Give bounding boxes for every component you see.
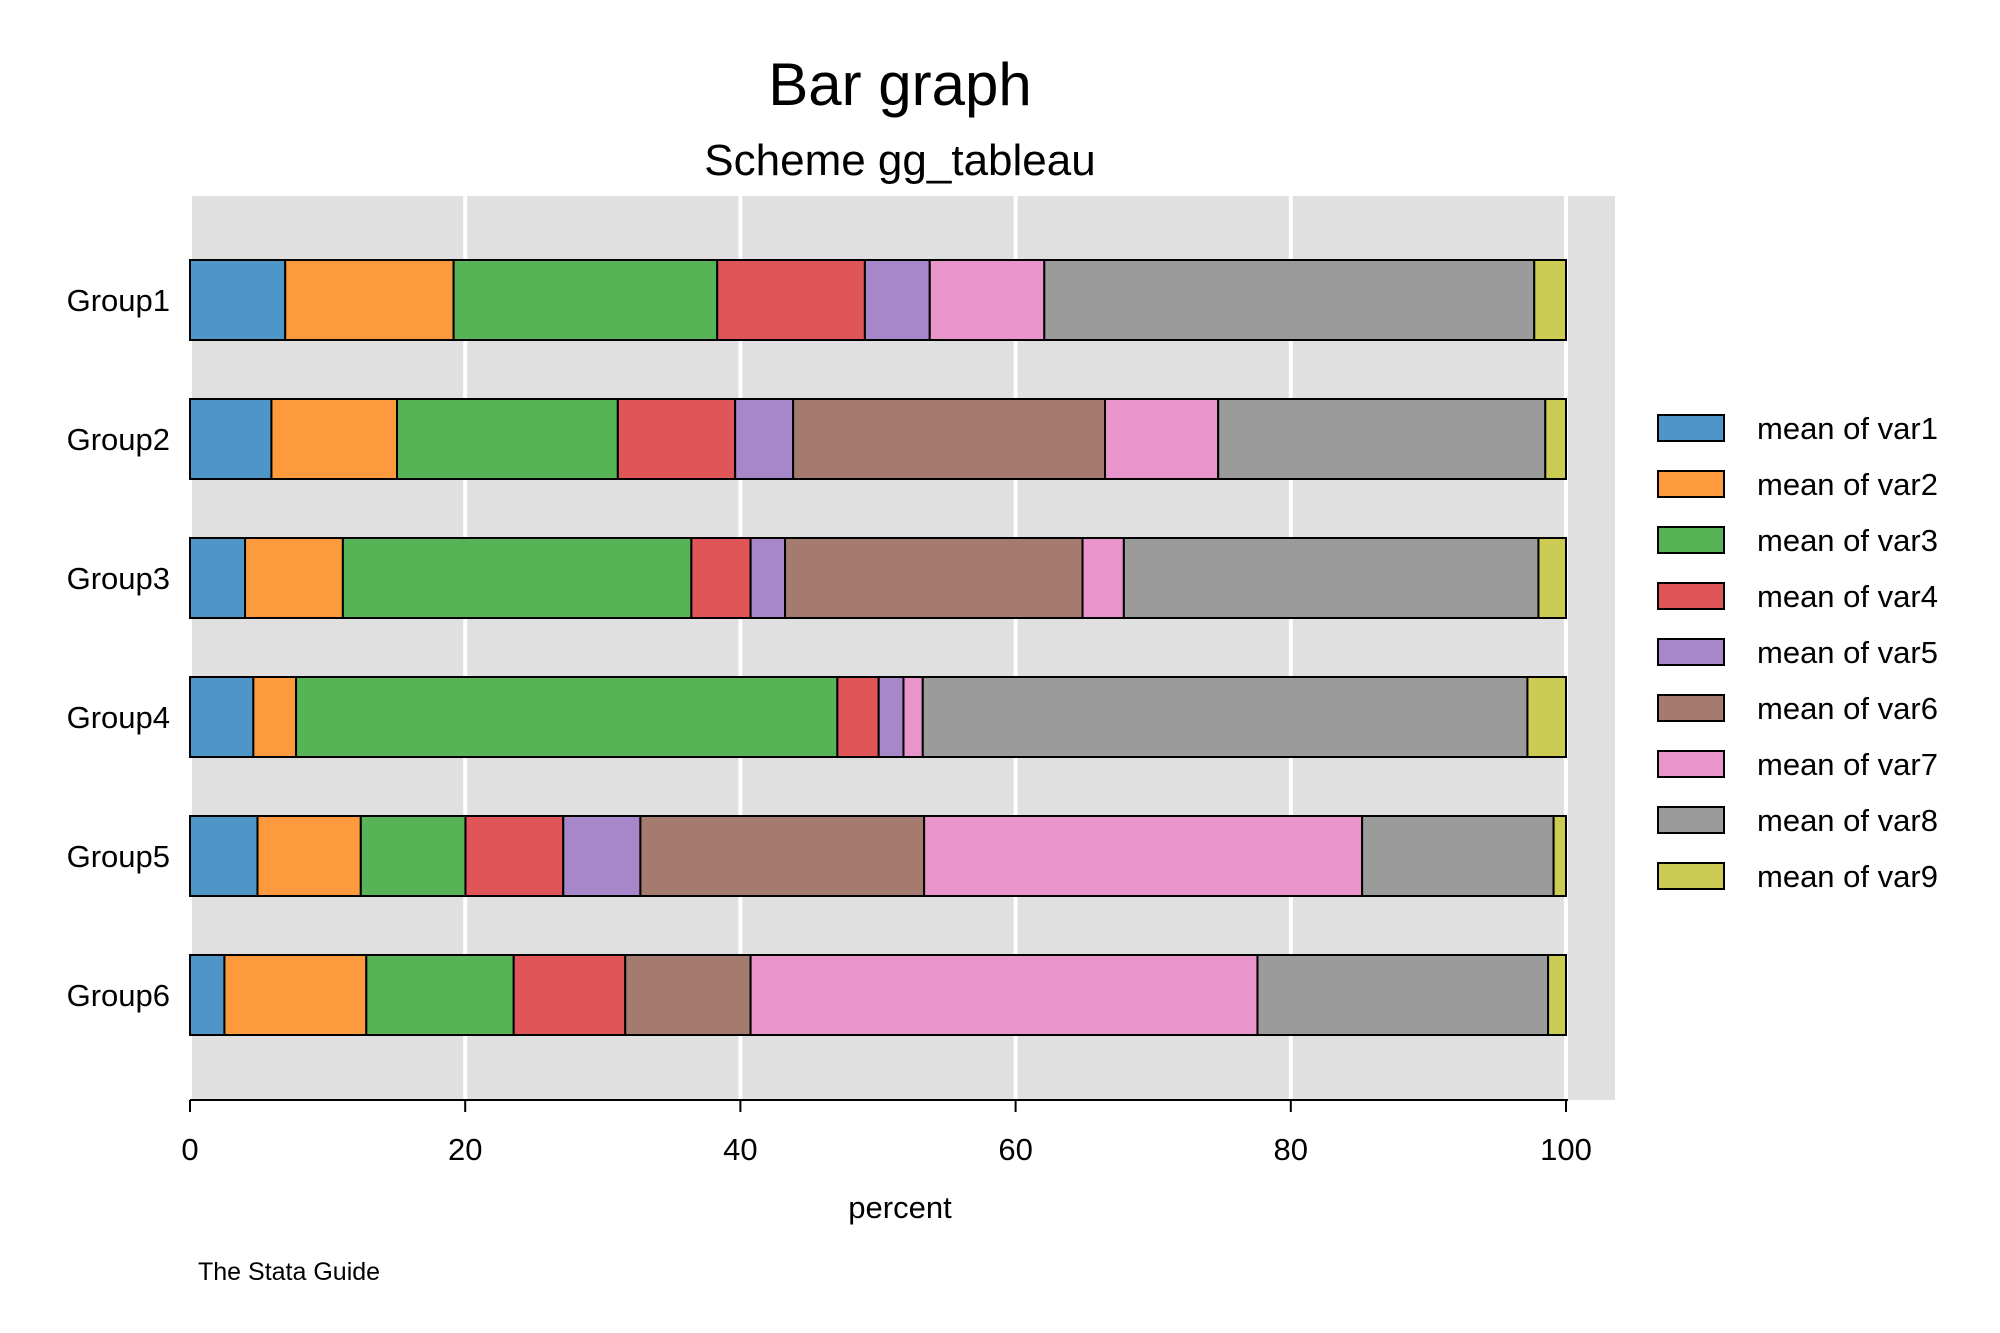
bar-segment-group5-var7 [923, 815, 1364, 897]
bar-segment-group4-var2 [252, 676, 298, 758]
bar-segment-group3-var5 [749, 537, 787, 619]
bar-segment-group5-var9 [1552, 815, 1568, 897]
bar-segment-group4-var3 [295, 676, 839, 758]
x-tick-label: 80 [1274, 1132, 1308, 1167]
legend-swatch [1657, 414, 1725, 442]
bar-segment-group3-var4 [690, 537, 752, 619]
bar-segment-group2-var7 [1104, 398, 1220, 480]
bar-segment-group1-var2 [284, 259, 455, 341]
x-tick-label: 40 [723, 1132, 757, 1167]
x-tick-label: 100 [1540, 1132, 1592, 1167]
legend-label: mean of var4 [1757, 579, 1938, 614]
bar-segment-group1-var3 [452, 259, 719, 341]
bar-segment-group6-var2 [223, 954, 368, 1036]
bar-segment-group2-var9 [1544, 398, 1567, 480]
bar-segment-group5-var8 [1361, 815, 1555, 897]
y-category-label: Group1 [67, 283, 170, 318]
legend-label: mean of var6 [1757, 691, 1938, 726]
legend-swatch [1657, 582, 1725, 610]
bar-segment-group2-var3 [396, 398, 619, 480]
gridlines [463, 196, 1568, 1100]
bar-segment-group1-var5 [863, 259, 931, 341]
legend-label: mean of var9 [1757, 859, 1938, 894]
legend-label: mean of var2 [1757, 467, 1938, 502]
legend-swatch [1657, 470, 1725, 498]
legend-swatch [1657, 862, 1725, 890]
y-category-label: Group2 [67, 422, 170, 457]
bar-segment-group6-var3 [365, 954, 515, 1036]
bar-segment-group4-var8 [921, 676, 1529, 758]
x-tick-label: 60 [998, 1132, 1032, 1167]
bar-segment-group4-var7 [902, 676, 924, 758]
bar-segment-group6-var1 [189, 954, 226, 1036]
bar-segment-group2-var4 [616, 398, 737, 480]
legend-label: mean of var5 [1757, 635, 1938, 670]
bar-segment-group1-var4 [716, 259, 866, 341]
bar-segment-group2-var6 [792, 398, 1107, 480]
bar-segment-group5-var4 [464, 815, 565, 897]
bar-segment-group5-var3 [359, 815, 467, 897]
plot-area [192, 196, 1615, 1100]
bar-segment-group1-var9 [1533, 259, 1567, 341]
bar-segment-group4-var5 [877, 676, 905, 758]
bar-segment-group4-var1 [189, 676, 255, 758]
legend-swatch [1657, 806, 1725, 834]
x-axis: 0 20 40 60 80 100 [181, 1099, 1592, 1167]
bar-segment-group3-var3 [341, 537, 693, 619]
legend-label: mean of var8 [1757, 803, 1938, 838]
bar-segment-group6-var6 [624, 954, 752, 1036]
legend-swatch [1657, 638, 1725, 666]
x-axis-title: percent [848, 1190, 952, 1225]
bar-segment-group2-var1 [189, 398, 273, 480]
bar-segment-group2-var2 [270, 398, 399, 480]
bar-segment-group1-var1 [189, 259, 287, 341]
legend-label: mean of var3 [1757, 523, 1938, 558]
bar-segment-group3-var6 [784, 537, 1084, 619]
y-category-label: Group6 [67, 978, 170, 1013]
legend-swatch [1657, 526, 1725, 554]
y-axis-labels: Group1 Group2 Group3 Group4 Group5 Group6 [67, 283, 170, 1013]
bar-segment-group2-var5 [734, 398, 795, 480]
bar-segment-group5-var5 [562, 815, 642, 897]
legend-swatch [1657, 750, 1725, 778]
legend: mean of var1 mean of var2 mean of var3 mean… [1657, 411, 1938, 894]
bars [189, 259, 1568, 1036]
x-tick-label: 20 [448, 1132, 482, 1167]
bar-segment-group6-var7 [749, 954, 1259, 1036]
chart-subtitle: Scheme gg_tableau [704, 136, 1095, 185]
bar-segment-group6-var8 [1256, 954, 1550, 1036]
bar-segment-group3-var2 [244, 537, 344, 619]
bar-segment-group5-var6 [639, 815, 926, 897]
bar-segment-group1-var7 [928, 259, 1046, 341]
legend-swatch [1657, 694, 1725, 722]
chart-note: The Stata Guide [198, 1258, 380, 1286]
legend-label: mean of var1 [1757, 411, 1938, 446]
bar-segment-group2-var8 [1217, 398, 1547, 480]
bar-segment-group5-var2 [256, 815, 362, 897]
bar-segment-group6-var4 [512, 954, 627, 1036]
bar-segment-group4-var9 [1526, 676, 1568, 758]
bar-segment-group3-var9 [1537, 537, 1567, 619]
chart-title: Bar graph [768, 51, 1032, 118]
bar-segment-group3-var7 [1081, 537, 1125, 619]
y-category-label: Group5 [67, 839, 170, 874]
bar-segment-group5-var1 [189, 815, 259, 897]
y-category-label: Group3 [67, 561, 170, 596]
x-tick-label: 0 [181, 1132, 198, 1167]
bar-segment-group1-var8 [1043, 259, 1536, 341]
bar-segment-group3-var1 [189, 537, 247, 619]
bar-segment-group4-var4 [836, 676, 880, 758]
legend-label: mean of var7 [1757, 747, 1938, 782]
y-category-label: Group4 [67, 700, 170, 735]
bar-segment-group6-var9 [1547, 954, 1568, 1036]
bar-segment-group3-var8 [1122, 537, 1540, 619]
